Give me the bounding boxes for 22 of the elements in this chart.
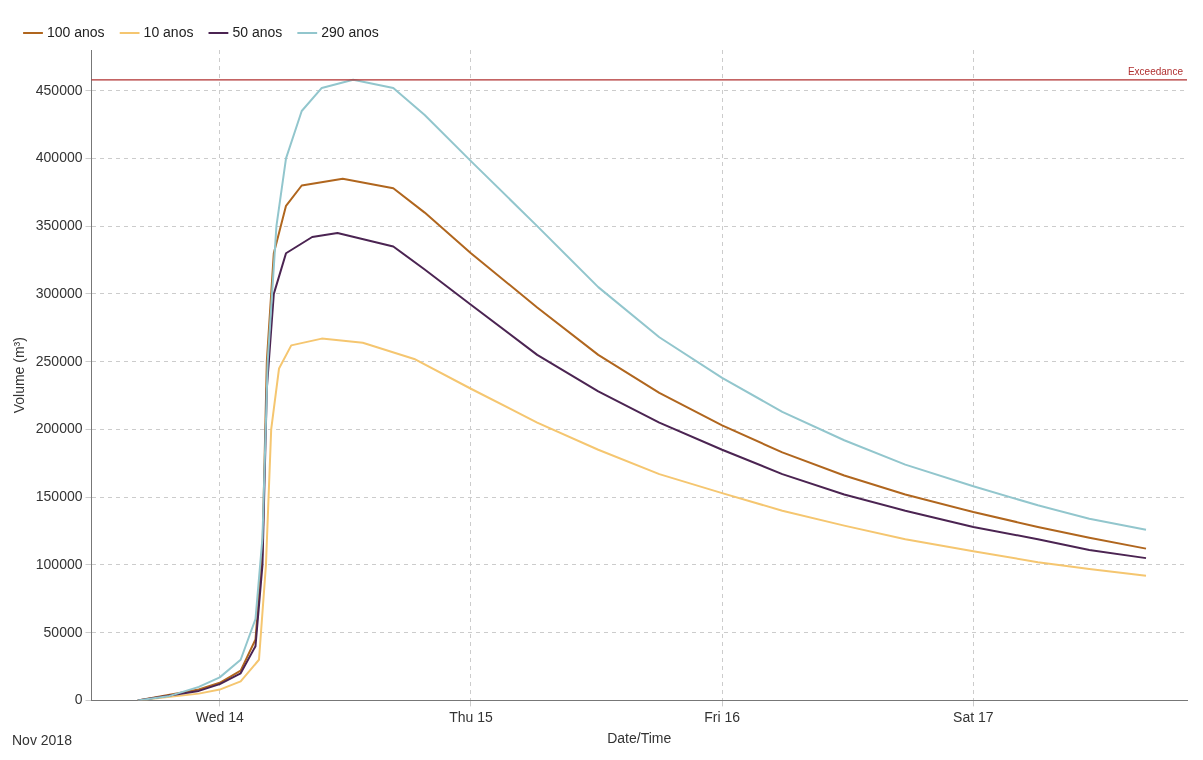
y-tick-label: 400000 xyxy=(35,149,83,166)
y-tick-label: 350000 xyxy=(35,217,83,234)
y-tick-label: 300000 xyxy=(35,284,83,301)
y-tick-label: 150000 xyxy=(35,488,83,505)
legend-label: 50 anos xyxy=(232,23,283,40)
x-tick-label: Thu 15 xyxy=(449,708,493,725)
ref-line-label: Exceedance xyxy=(1127,65,1184,77)
x-tick-label: Sat 17 xyxy=(953,708,994,725)
y-axis-title: Volume (m³) xyxy=(11,337,28,414)
y-tick-label: 100000 xyxy=(35,555,83,572)
x-axis-title: Date/Time xyxy=(607,730,672,747)
legend-label: 10 anos xyxy=(143,23,194,40)
y-tick-label: 250000 xyxy=(35,352,83,369)
x-tick-label: Wed 14 xyxy=(195,708,244,725)
y-tick-label: 50000 xyxy=(43,623,83,640)
y-tick-label: 200000 xyxy=(35,420,83,437)
y-tick-label: 0 xyxy=(74,691,83,708)
text: Nov 2018 xyxy=(12,731,73,748)
legend-label: 290 anos xyxy=(321,23,379,40)
legend-label: 100 anos xyxy=(47,23,105,40)
x-tick-label: Fri 16 xyxy=(704,708,741,725)
y-tick-label: 450000 xyxy=(35,81,83,98)
